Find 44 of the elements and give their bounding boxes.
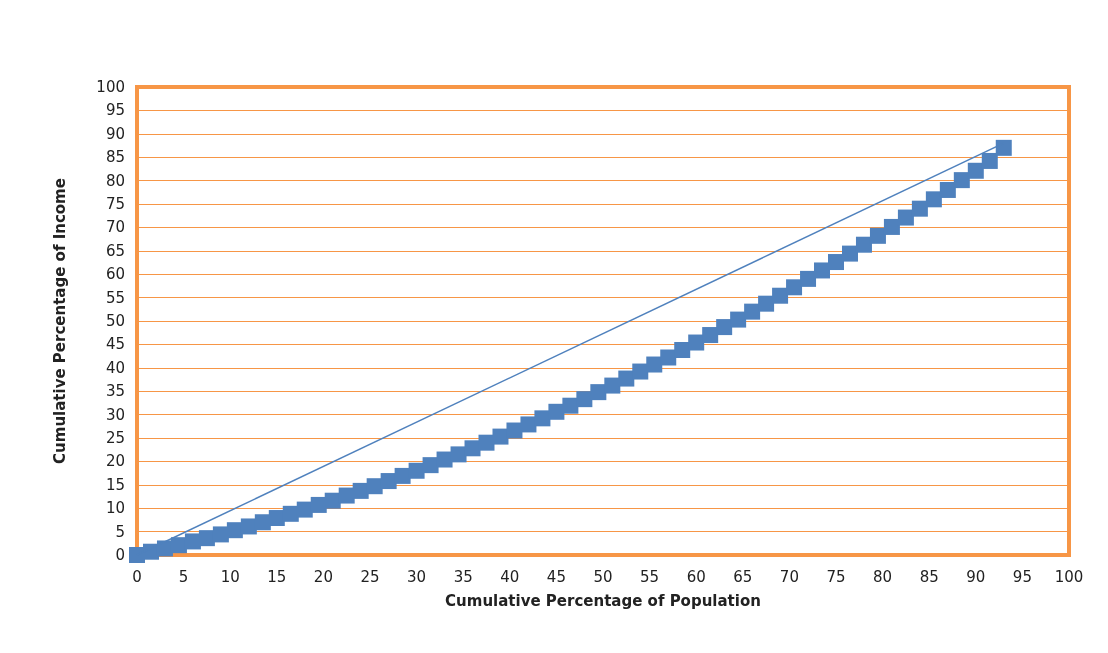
x-tick-label: 50 [593,567,613,586]
y-tick-label: 15 [105,475,125,494]
y-tick-label: 0 [115,546,125,564]
y-tick-label: 10 [105,499,125,518]
y-tick-label: 90 [105,124,125,143]
y-tick-label: 65 [105,241,125,260]
y-tick-label: 35 [105,382,125,401]
y-tick-label: 25 [105,429,125,447]
y-tick-label: 5 [115,522,125,541]
x-tick-label: 15 [267,567,287,586]
x-tick-label: 90 [966,567,986,586]
x-tick-label: 30 [407,567,427,586]
y-tick-label: 85 [105,148,125,167]
x-tick-label: 10 [220,567,240,586]
x-tick-label: 80 [873,567,893,586]
y-tick-label: 55 [105,288,125,307]
y-tick-label: 45 [105,335,125,354]
x-tick-label: 65 [733,567,753,586]
x-tick-label: 45 [546,567,566,586]
x-tick-label: 0 [132,567,142,586]
y-tick-label: 80 [105,171,125,190]
y-tick-label: 30 [105,405,125,424]
x-tick-label: 95 [1012,567,1032,586]
y-tick-label: 100 [96,78,125,96]
x-tick-label: 20 [313,567,333,586]
y-tick-label: 20 [105,452,125,471]
x-tick-label: 85 [919,567,939,586]
x-tick-label: 55 [640,567,660,586]
y-axis-title: Cumulative Percentage of Income [50,178,69,464]
y-tick-label: 40 [105,358,125,377]
x-tick-label: 70 [779,567,799,586]
x-axis-title: Cumulative Percentage of Population [445,591,761,610]
y-tick-label: 70 [105,218,125,237]
y-tick-label: 75 [105,195,125,213]
x-tick-label: 40 [500,567,520,586]
x-tick-label: 100 [1054,567,1084,586]
y-tick-label: 60 [105,265,125,284]
x-tick-label: 5 [178,567,189,586]
x-tick-label: 75 [826,567,846,586]
x-tick-label: 25 [360,567,380,586]
x-tick-label: 35 [453,567,473,586]
x-tick-label: 60 [686,567,706,586]
y-tick-label: 95 [105,101,125,120]
y-tick-label: 50 [105,312,125,330]
